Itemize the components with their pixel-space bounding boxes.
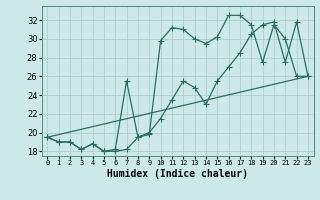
X-axis label: Humidex (Indice chaleur): Humidex (Indice chaleur) [107, 169, 248, 179]
